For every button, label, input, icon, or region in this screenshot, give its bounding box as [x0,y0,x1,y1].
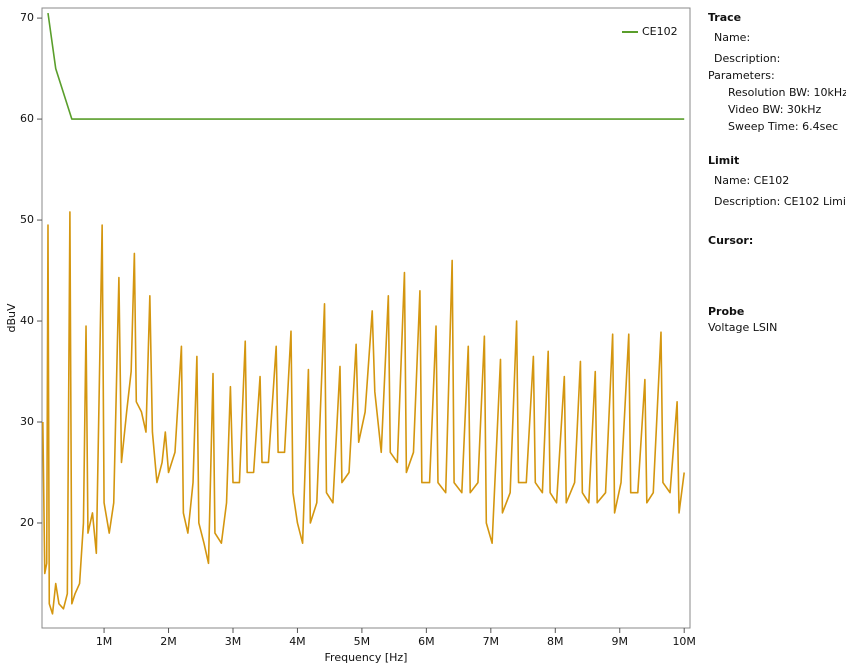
y-axis-label: dBuV [5,303,18,333]
x-tick-label: 4M [289,635,306,648]
panel-heading: Trace [708,11,741,24]
x-tick-label: 2M [160,635,177,648]
y-tick-label: 50 [20,213,34,226]
panel-heading: Probe [708,305,744,318]
panel-heading: Cursor: [708,234,753,247]
y-tick-label: 20 [20,516,34,529]
plot-area [41,7,691,629]
panel-text: Name: [714,31,750,44]
x-tick-label: 3M [225,635,242,648]
panel-text: Name: CE102 [714,174,789,187]
panel-text: Description: CE102 Limit [714,195,846,208]
x-tick-label: 8M [547,635,564,648]
x-tick-label: 1M [96,635,113,648]
y-tick-label: 60 [20,112,34,125]
x-tick-label: 10M [672,635,696,648]
x-tick-label: 7M [483,635,500,648]
y-tick-label: 40 [20,314,34,327]
legend-label: CE102 [642,25,678,38]
panel-heading: Limit [708,154,739,167]
panel-text: Video BW: 30kHz [728,103,822,116]
x-tick-label: 6M [418,635,435,648]
x-axis-label: Frequency [Hz] [325,651,408,664]
series-line [42,211,685,615]
panel-text: Sweep Time: 6.4sec [728,120,838,133]
panel-text: Description: [714,52,780,65]
panel-text: Resolution BW: 10kHz [728,86,846,99]
y-tick-label: 70 [20,11,34,24]
y-tick-label: 30 [20,415,34,428]
x-tick-label: 5M [354,635,371,648]
series-line [47,12,685,120]
x-tick-label: 9M [611,635,628,648]
panel-text: Parameters: [708,69,775,82]
panel-text: Voltage LSIN [708,321,777,334]
